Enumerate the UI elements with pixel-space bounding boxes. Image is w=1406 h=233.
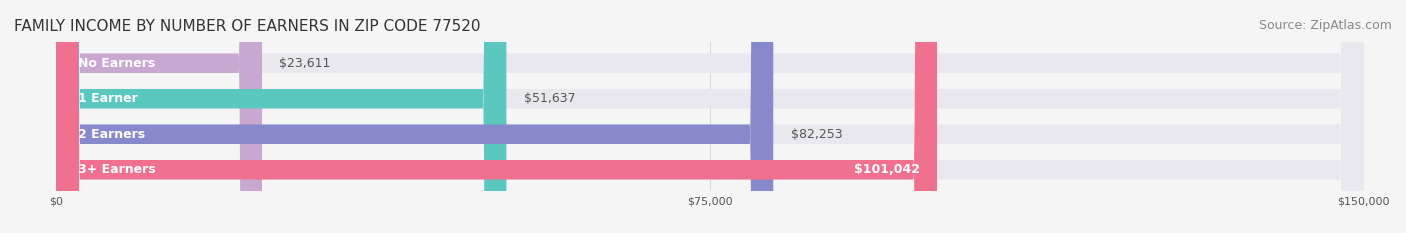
FancyBboxPatch shape xyxy=(56,0,506,233)
Text: $101,042: $101,042 xyxy=(853,163,920,176)
FancyBboxPatch shape xyxy=(56,0,1364,233)
FancyBboxPatch shape xyxy=(56,0,773,233)
Text: Source: ZipAtlas.com: Source: ZipAtlas.com xyxy=(1258,19,1392,32)
Text: 3+ Earners: 3+ Earners xyxy=(79,163,156,176)
Text: No Earners: No Earners xyxy=(79,57,155,70)
FancyBboxPatch shape xyxy=(56,0,262,233)
FancyBboxPatch shape xyxy=(56,0,936,233)
FancyBboxPatch shape xyxy=(56,0,1364,233)
FancyBboxPatch shape xyxy=(56,0,1364,233)
Text: $23,611: $23,611 xyxy=(280,57,330,70)
Text: FAMILY INCOME BY NUMBER OF EARNERS IN ZIP CODE 77520: FAMILY INCOME BY NUMBER OF EARNERS IN ZI… xyxy=(14,19,481,34)
Text: $51,637: $51,637 xyxy=(524,92,575,105)
Text: 2 Earners: 2 Earners xyxy=(79,128,145,141)
FancyBboxPatch shape xyxy=(56,0,1364,233)
Text: 1 Earner: 1 Earner xyxy=(79,92,138,105)
Text: $82,253: $82,253 xyxy=(790,128,842,141)
